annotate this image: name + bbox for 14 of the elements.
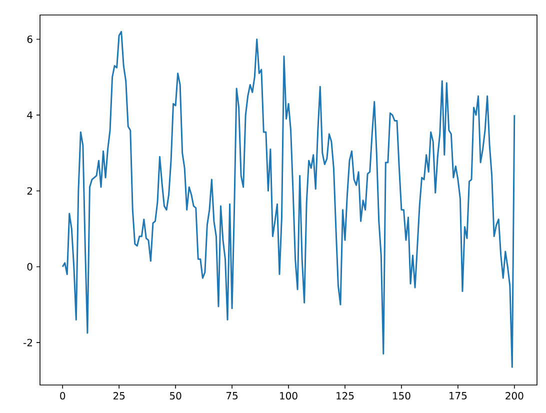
y-tick-label: 4 (27, 111, 32, 119)
y-tick-label: 2 (27, 187, 32, 195)
x-tick-label: 175 (450, 392, 467, 400)
x-tick-label: 200 (506, 392, 524, 400)
x-tick-label: 0 (60, 392, 66, 400)
y-tick-label: 0 (27, 262, 32, 270)
y-tick-label: 6 (27, 35, 32, 44)
x-tick-label: 25 (113, 392, 125, 400)
x-tick-label: 100 (280, 392, 298, 400)
x-tick-label: 125 (336, 392, 354, 400)
y-tick-label: -2 (24, 338, 32, 346)
x-tick-label: 50 (170, 392, 182, 400)
x-tick-label: 150 (393, 392, 410, 400)
x-tick-label: 75 (226, 392, 238, 400)
